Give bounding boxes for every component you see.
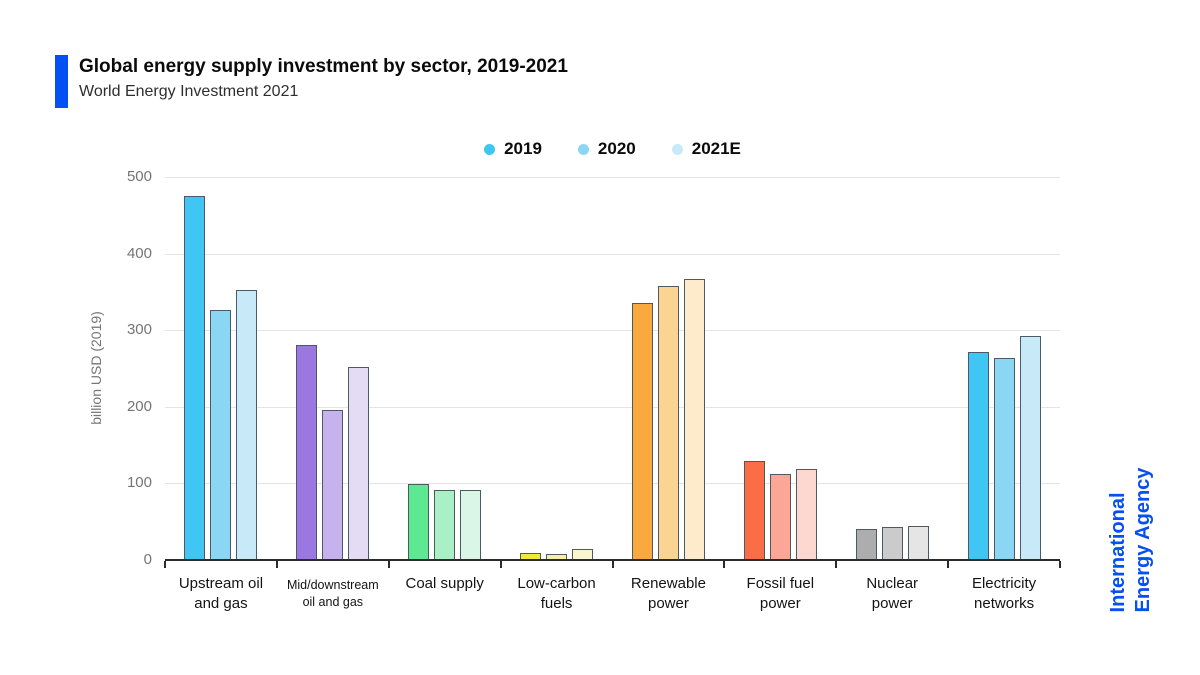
bar-2019 <box>184 196 206 560</box>
x-axis-tick <box>723 561 726 568</box>
bar-group <box>389 177 501 560</box>
x-category-label: Electricity networks <box>971 575 1037 613</box>
iea-logo-line2: Energy Agency <box>1132 467 1154 613</box>
x-axis-tick <box>835 561 838 568</box>
bar-2019 <box>743 461 765 560</box>
bar-2021e <box>683 278 705 560</box>
bar-2021e <box>907 526 929 560</box>
bar-group <box>724 177 836 560</box>
x-category-label: Coal supply <box>405 575 484 592</box>
legend-dot-2021e <box>671 143 683 155</box>
page-title: Global energy supply investment by secto… <box>79 56 568 77</box>
chart-area: 0 100 200 300 400 500 <box>127 168 1061 568</box>
gridline <box>165 406 1060 408</box>
bar-2019 <box>296 344 318 560</box>
legend-dot-2020 <box>577 143 589 155</box>
y-tick-label: 500 <box>126 168 152 185</box>
x-axis-line <box>165 559 1060 561</box>
x-axis-tick <box>275 561 278 568</box>
x-category-label: Nuclear power <box>866 575 919 613</box>
bar-group <box>277 177 389 560</box>
bar-2020 <box>993 357 1015 560</box>
bar-2021e <box>795 468 817 560</box>
x-axis-tick <box>611 561 614 568</box>
iea-logo-text: International Energy Agency <box>1106 468 1156 613</box>
bar-group <box>165 177 277 560</box>
legend-dot-2019 <box>484 143 496 155</box>
legend: 2019 2020 2021E <box>165 139 1060 159</box>
bar-2020 <box>322 409 344 560</box>
legend-label-2020: 2020 <box>597 139 636 158</box>
bar-2020 <box>881 527 903 560</box>
chart-subtitle: World Energy Investment 2021 <box>79 82 299 100</box>
title-accent-bar <box>55 55 68 108</box>
y-tick-label: 100 <box>126 474 152 492</box>
bar-2019 <box>631 302 653 560</box>
bar-2021e <box>236 290 258 560</box>
y-tick-label: 300 <box>126 321 152 339</box>
bar-2020 <box>434 490 456 560</box>
x-axis-tick <box>499 561 502 568</box>
y-tick-label: 0 <box>143 551 152 568</box>
bar-group <box>836 177 948 560</box>
x-axis-tick <box>164 561 166 568</box>
iea-logo-line1: International <box>1107 492 1129 613</box>
x-category-label: Renewable power <box>630 575 706 613</box>
bar-2019 <box>967 351 989 560</box>
bar-2021e <box>348 367 370 560</box>
bar-group <box>948 177 1060 560</box>
gridline <box>165 483 1060 485</box>
bar-2021e <box>460 490 482 560</box>
x-category-label: Low-carbon fuels <box>517 575 596 613</box>
gridline <box>165 177 1060 178</box>
x-axis-tick <box>1059 561 1061 568</box>
x-category-label: Upstream oil and gas <box>178 575 264 613</box>
x-axis-tick <box>387 561 390 568</box>
x-axis-tick <box>947 561 950 568</box>
bar-2020 <box>657 285 679 560</box>
bar-2020 <box>210 309 232 560</box>
bar-groups <box>165 177 1060 560</box>
legend-item-2021e: 2021E <box>671 139 741 159</box>
y-tick-label: 400 <box>126 244 152 262</box>
x-category-label: Mid/downstream oil and gas <box>286 578 379 609</box>
bar-2020 <box>769 474 791 560</box>
legend-item-2019: 2019 <box>484 139 542 159</box>
chart-header: Global energy supply investment by secto… <box>55 55 568 108</box>
x-axis-labels: Upstream oil and gas Mid/downstream oil a… <box>165 574 1060 615</box>
bar-2019 <box>408 484 430 560</box>
title-block: Global energy supply investment by secto… <box>79 55 568 108</box>
bar-group <box>613 177 725 560</box>
bar-group <box>501 177 613 560</box>
gridline <box>165 253 1060 255</box>
legend-label-2021e: 2021E <box>691 139 741 158</box>
gridline <box>165 330 1060 332</box>
bar-2021e <box>1019 335 1041 560</box>
legend-label-2019: 2019 <box>504 139 542 158</box>
bar-2019 <box>855 529 877 560</box>
x-category-label: Fossil fuel power <box>746 575 815 613</box>
legend-item-2020: 2020 <box>577 139 636 159</box>
y-tick-label: 200 <box>126 397 152 415</box>
